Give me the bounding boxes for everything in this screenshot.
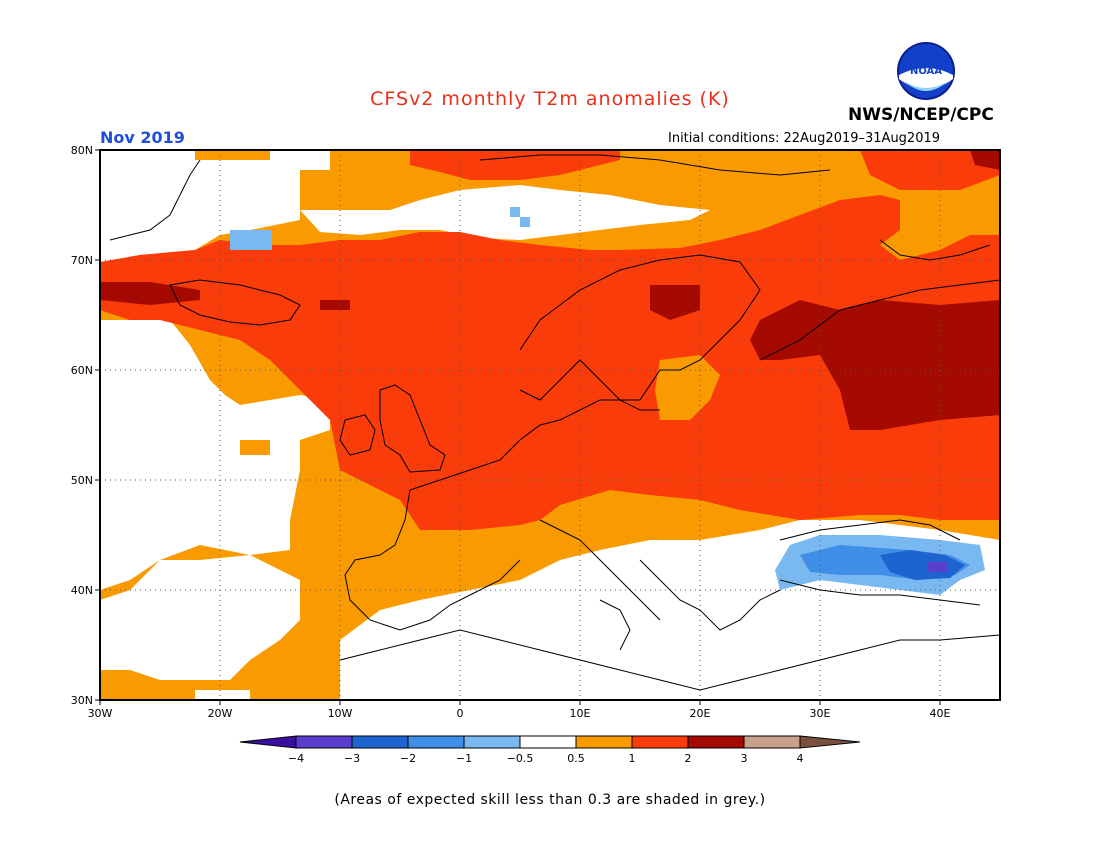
lat-label: 60N [71, 364, 93, 377]
colorbar-label: 0.5 [567, 752, 585, 765]
lon-label: 30E [810, 707, 831, 720]
colorbar-segment [743, 735, 801, 749]
lon-label: 30W [88, 707, 113, 720]
colorbar-segment [295, 735, 353, 749]
colorbar-label: −0.5 [507, 752, 534, 765]
colorbar-segment [687, 735, 745, 749]
lat-label: 80N [71, 144, 93, 157]
colorbar-label: −1 [456, 752, 472, 765]
lon-label: 10W [328, 707, 353, 720]
initial-conditions: Initial conditions: 22Aug2019–31Aug2019 [668, 131, 941, 146]
lon-label: 20E [690, 707, 711, 720]
map-gridlines [100, 150, 1000, 700]
svg-text:NOAA: NOAA [910, 66, 942, 77]
colorbar-label: 1 [629, 752, 636, 765]
coastlines [109, 154, 1000, 691]
colorbar-segment [239, 735, 297, 749]
colorbar-label: 2 [685, 752, 692, 765]
lat-label: 40N [71, 584, 93, 597]
colorbar-label: −2 [400, 752, 416, 765]
colorbar-label: −4 [288, 752, 304, 765]
colorbar-segment [463, 735, 521, 749]
lon-label: 10E [570, 707, 591, 720]
lat-label: 30N [71, 694, 93, 707]
map-title: CFSv2 monthly T2m anomalies (K) [370, 88, 730, 110]
colorbar-segment [519, 735, 577, 749]
colorbar-segment [351, 735, 409, 749]
lon-label: 40E [930, 707, 951, 720]
lat-label: 70N [71, 254, 93, 267]
noaa-logo-icon: NOAA [897, 42, 955, 100]
map-frame [99, 149, 1001, 701]
colorbar-segment [799, 735, 861, 749]
colorbar-segment [631, 735, 689, 749]
lon-label: 0 [457, 707, 464, 720]
colorbar-label: 4 [797, 752, 804, 765]
colorbar-label: 3 [741, 752, 748, 765]
lon-label: 20W [208, 707, 233, 720]
skill-note: (Areas of expected skill less than 0.3 a… [334, 792, 766, 808]
colorbar-segment [407, 735, 465, 749]
colorbar [239, 735, 861, 749]
organization-label: NWS/NCEP/CPC [848, 105, 994, 125]
colorbar-label: −3 [344, 752, 360, 765]
forecast-month: Nov 2019 [100, 128, 185, 147]
lat-label: 50N [71, 474, 93, 487]
anomaly-field [100, 150, 1000, 700]
colorbar-segment [575, 735, 633, 749]
